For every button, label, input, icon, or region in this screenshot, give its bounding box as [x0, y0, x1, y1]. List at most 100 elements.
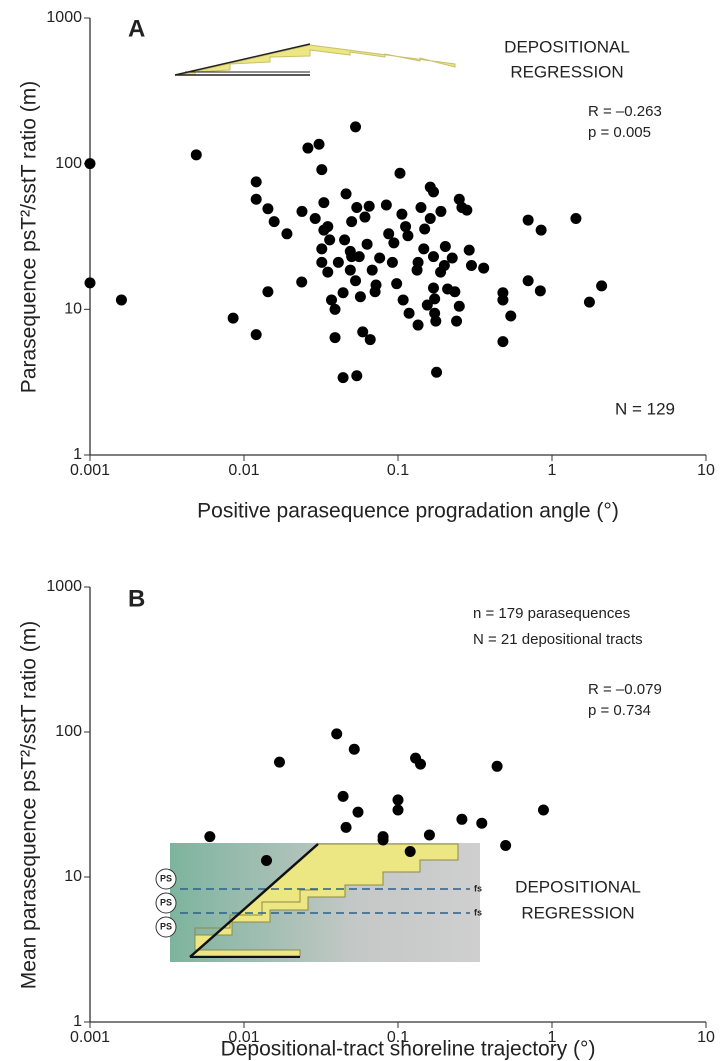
data-point: [340, 188, 352, 200]
data-point: [583, 296, 595, 308]
data-point: [396, 208, 408, 220]
annotation: N = 129: [615, 399, 675, 418]
regression-diagram: [174, 43, 456, 76]
data-point: [273, 756, 285, 768]
data-point: [268, 216, 280, 228]
data-point: [346, 251, 358, 263]
data-point: [412, 319, 424, 331]
y-tick-label: 1: [73, 1013, 82, 1030]
annotation: R = –0.079: [588, 681, 662, 698]
inset-title: DEPOSITIONAL: [504, 37, 630, 56]
y-axis-label: Parasequence psT²/sstT ratio (m): [18, 81, 41, 393]
data-point: [423, 829, 435, 841]
data-point: [570, 213, 582, 225]
data-point: [366, 264, 378, 276]
x-tick-label: 0.1: [387, 462, 409, 479]
data-point: [383, 228, 395, 240]
data-point: [497, 294, 509, 306]
data-point: [427, 186, 439, 198]
y-tick-label: 100: [55, 155, 82, 172]
data-point: [537, 804, 549, 816]
y-tick-label: 100: [55, 723, 82, 740]
annotation: p = 0.734: [588, 702, 651, 719]
regression-diagram: [155, 843, 480, 962]
data-point: [392, 794, 404, 806]
y-axis-label: Mean parasequence psT²/sstT ratio (m): [18, 621, 41, 989]
data-point: [318, 197, 330, 209]
data-point: [361, 238, 373, 250]
data-point: [357, 326, 369, 338]
inset-label: fs: [474, 907, 482, 917]
data-point: [377, 834, 389, 846]
data-point: [404, 845, 416, 857]
x-tick-label: 0.001: [70, 462, 110, 479]
panel-label: A: [128, 15, 145, 42]
x-tick-label: 10: [697, 462, 715, 479]
data-point: [313, 138, 325, 150]
data-point: [329, 303, 341, 315]
x-tick-label: 1: [548, 1029, 557, 1046]
data-point: [497, 336, 509, 348]
data-point: [344, 264, 356, 276]
data-point: [354, 291, 366, 303]
data-point: [262, 286, 274, 298]
data-point: [374, 252, 386, 264]
data-point: [84, 158, 96, 170]
data-point: [322, 266, 334, 278]
data-point: [415, 202, 427, 214]
data-point: [596, 280, 608, 292]
data-point: [430, 315, 442, 327]
data-point: [324, 234, 336, 246]
data-point: [204, 831, 216, 843]
inset-title: REGRESSION: [521, 903, 634, 922]
data-point: [250, 193, 262, 205]
inset-label: fs: [474, 883, 482, 893]
data-point: [391, 278, 403, 290]
data-point: [337, 287, 349, 299]
data-point: [453, 300, 465, 312]
data-point: [316, 164, 328, 176]
data-point: [353, 251, 365, 263]
data-point: [427, 282, 439, 294]
data-point: [190, 149, 202, 161]
x-axis-label: Positive parasequence progradation angle…: [197, 500, 619, 523]
data-point: [316, 256, 328, 268]
x-tick-label: 10: [697, 1029, 715, 1046]
y-tick-label: 1: [73, 446, 82, 463]
data-point: [400, 221, 412, 233]
data-point: [359, 211, 371, 223]
data-point: [84, 277, 96, 289]
data-point: [351, 370, 363, 382]
data-point: [348, 743, 360, 755]
data-point: [250, 176, 262, 188]
data-point: [397, 294, 409, 306]
data-point: [491, 760, 503, 772]
data-point: [424, 213, 436, 225]
annotation: N = 21 depositional tracts: [473, 631, 643, 648]
data-point: [337, 790, 349, 802]
data-point: [439, 240, 451, 252]
data-point: [412, 256, 424, 268]
data-point: [380, 199, 392, 211]
data-point: [350, 121, 362, 133]
data-point: [522, 214, 534, 226]
data-point: [296, 205, 308, 217]
x-tick-label: 0.01: [228, 462, 259, 479]
data-point: [522, 275, 534, 287]
data-point: [421, 299, 433, 311]
inset-title: REGRESSION: [510, 62, 623, 81]
data-point: [446, 252, 458, 264]
inset-title: DEPOSITIONAL: [515, 877, 641, 896]
data-point: [329, 332, 341, 344]
data-point: [296, 276, 308, 288]
data-point: [463, 244, 475, 256]
data-point: [465, 259, 477, 271]
panel-label: B: [128, 585, 145, 612]
data-point: [386, 256, 398, 268]
y-tick-label: 10: [64, 301, 82, 318]
data-point: [250, 329, 262, 341]
x-axis-label: Depositional-tract shoreline trajectory …: [221, 1038, 596, 1061]
data-point: [316, 243, 328, 255]
data-point: [456, 813, 468, 825]
